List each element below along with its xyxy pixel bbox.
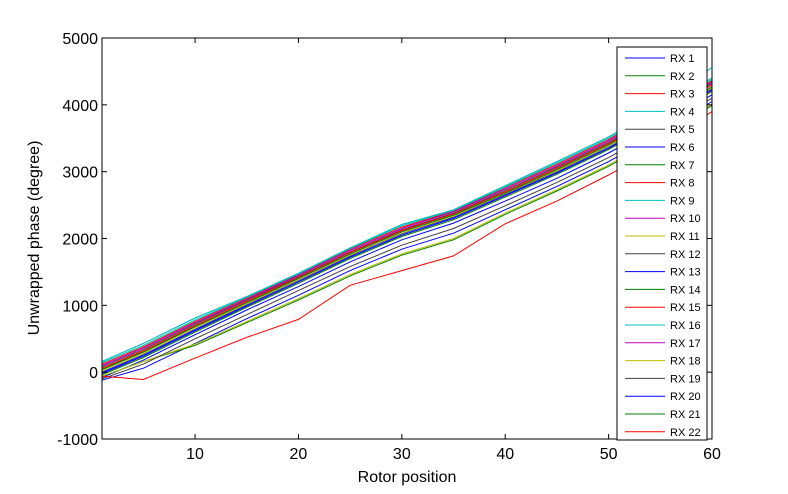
legend-label-11: RX 11	[670, 231, 700, 243]
legend-label-6: RX 6	[670, 142, 694, 154]
x-tick-label: 20	[290, 446, 308, 463]
series-line-12	[101, 82, 713, 368]
series-lines	[101, 67, 713, 381]
legend-box	[616, 46, 708, 441]
series-line-9	[101, 78, 713, 364]
y-tick-label: 5000	[62, 31, 98, 48]
y-tick-label: -1000	[57, 432, 98, 449]
y-tick-label: 4000	[62, 98, 98, 115]
y-tick-label: 1000	[62, 298, 98, 315]
ticks: 10 20 30 40 50 60 -1000 0 1000 2000 3000 4000 5000	[57, 31, 721, 463]
legend-label-2: RX 2	[670, 71, 694, 83]
series-line-11	[101, 87, 713, 372]
y-tick-label: 2000	[62, 232, 98, 249]
plot-area: 10 20 30 40 50 60 -1000 0 1000 2000 3000 4000 5000	[57, 31, 721, 463]
x-tick-label: 40	[496, 446, 514, 463]
x-tick-label: 10	[186, 446, 204, 463]
legend-label-15: RX 15	[670, 302, 701, 314]
x-tick-label: 30	[393, 446, 411, 463]
legend-label-8: RX 8	[670, 178, 694, 190]
series-line-1	[101, 94, 713, 378]
legend-entries: RX 1 RX 2 RX 3 RX 4 RX 5 RX 6 RX 7 RX 8 RX 9 RX 1…	[625, 53, 701, 439]
series-line-8	[101, 80, 713, 365]
legend-label-21: RX 21	[670, 409, 701, 421]
legend-label-9: RX 9	[670, 195, 694, 207]
series-line-2	[101, 91, 713, 376]
series-line-21	[101, 86, 713, 370]
legend-label-3: RX 3	[670, 89, 694, 101]
legend-label-10: RX 10	[670, 213, 701, 225]
series-line-15	[101, 84, 713, 369]
legend-label-18: RX 18	[670, 356, 701, 368]
x-axis-label: Rotor position	[358, 469, 457, 486]
series-line-20	[101, 89, 713, 374]
legend-label-12: RX 12	[670, 249, 701, 261]
legend-label-22: RX 22	[670, 427, 701, 439]
x-tick-label: 50	[600, 446, 618, 463]
legend-label-17: RX 17	[670, 338, 701, 350]
series-line-18	[101, 103, 713, 377]
legend-label-14: RX 14	[670, 284, 701, 296]
series-line-17	[101, 81, 713, 366]
legend: RX 1 RX 2 RX 3 RX 4 RX 5 RX 6 RX 7 RX 8 RX 9 RX 1…	[616, 46, 708, 441]
legend-label-13: RX 13	[670, 267, 701, 279]
legend-label-7: RX 7	[670, 160, 694, 172]
y-tick-label: 0	[89, 365, 98, 382]
series-line-16	[101, 67, 713, 362]
legend-label-1: RX 1	[670, 53, 694, 65]
legend-label-16: RX 16	[670, 320, 701, 332]
series-line-6	[101, 88, 713, 373]
y-axis-label: Unwrapped phase (degree)	[26, 141, 43, 336]
legend-label-5: RX 5	[670, 124, 694, 136]
series-line-22	[101, 111, 713, 381]
series-line-19	[101, 97, 713, 380]
x-tick-label: 60	[703, 446, 721, 463]
series-line-13	[101, 101, 713, 381]
legend-label-19: RX 19	[670, 373, 701, 385]
legend-label-20: RX 20	[670, 391, 701, 403]
y-tick-label: 3000	[62, 165, 98, 182]
series-line-14	[101, 105, 713, 377]
legend-label-4: RX 4	[670, 106, 694, 118]
